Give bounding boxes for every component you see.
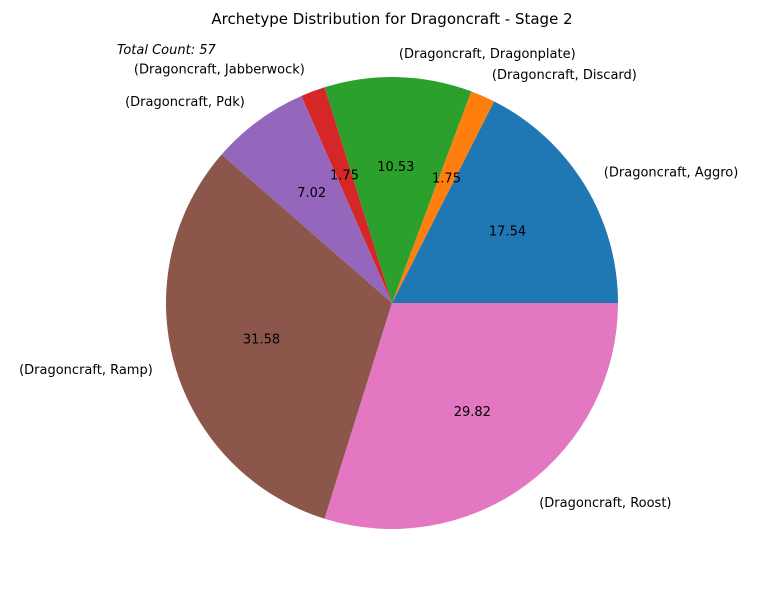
slice-dragoncraft-ramp <box>166 154 392 519</box>
category-label-dragoncraft-aggro: (Dragoncraft, Aggro) <box>604 165 739 180</box>
value-label-dragoncraft-jabberwock: 1.75 <box>330 169 359 184</box>
slice-dragoncraft-discard <box>392 91 495 303</box>
value-label-dragoncraft-pdk: 7.02 <box>297 186 326 201</box>
pie-slices <box>166 77 618 529</box>
value-label-dragoncraft-dragonplate: 10.53 <box>377 160 414 175</box>
category-label-dragoncraft-discard: (Dragoncraft, Discard) <box>492 68 637 83</box>
total-count-annotation: Total Count: 57 <box>117 43 216 58</box>
value-label-dragoncraft-ramp: 31.58 <box>243 332 280 347</box>
category-label-dragoncraft-roost: (Dragoncraft, Roost) <box>539 496 671 511</box>
slice-dragoncraft-jabberwock <box>301 87 392 303</box>
value-label-dragoncraft-roost: 29.82 <box>454 405 491 420</box>
slice-dragoncraft-dragonplate <box>324 77 472 304</box>
slice-dragoncraft-pdk <box>221 96 392 303</box>
slice-dragoncraft-aggro <box>392 101 618 303</box>
category-label-dragoncraft-pdk: (Dragoncraft, Pdk) <box>125 95 245 110</box>
pie-labels: 17.54 (Dragoncraft, Aggro) 1.75 (Dragoncraf… <box>19 47 738 511</box>
value-label-dragoncraft-discard: 1.75 <box>432 171 461 186</box>
category-label-dragoncraft-ramp: (Dragoncraft, Ramp) <box>19 363 153 378</box>
value-label-dragoncraft-aggro: 17.54 <box>489 225 526 240</box>
chart-title: Archetype Distribution for Dragoncraft -… <box>211 10 572 28</box>
category-label-dragoncraft-dragonplate: (Dragoncraft, Dragonplate) <box>399 47 576 62</box>
category-label-dragoncraft-jabberwock: (Dragoncraft, Jabberwock) <box>134 63 305 78</box>
slice-dragoncraft-roost <box>324 303 618 529</box>
